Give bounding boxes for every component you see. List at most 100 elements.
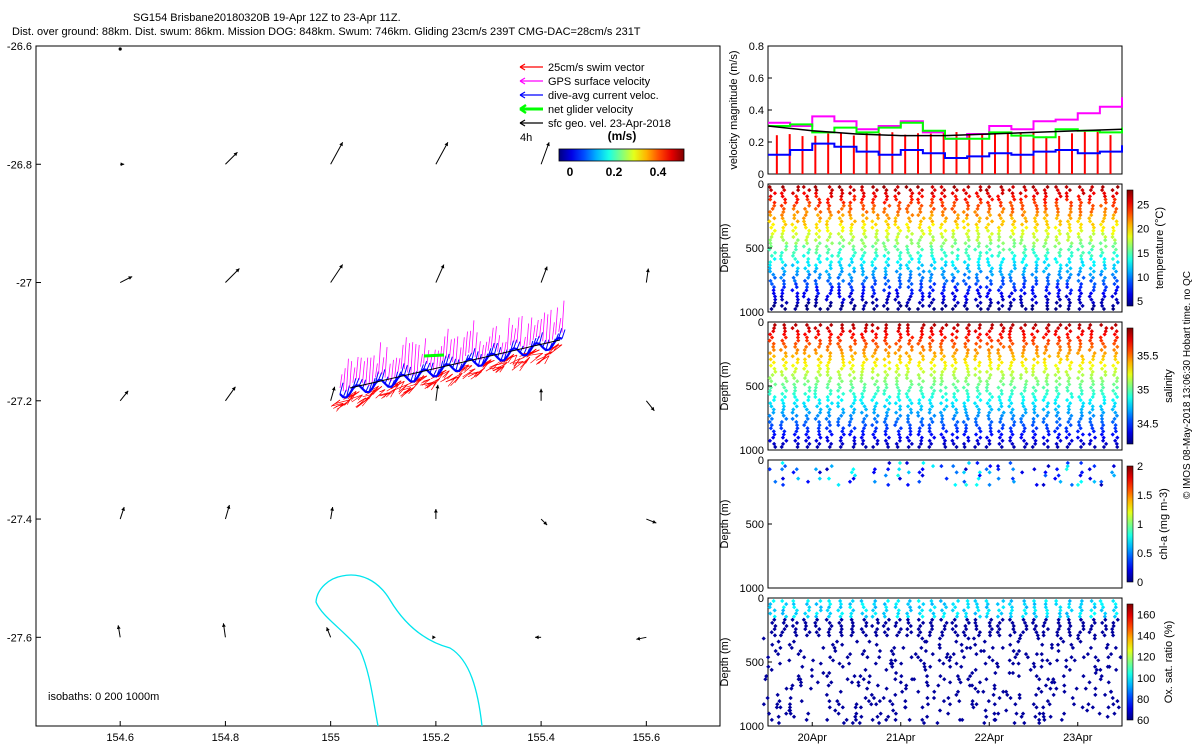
dive-sample-dot bbox=[825, 382, 831, 387]
dive-sample-dot bbox=[780, 231, 785, 237]
dive-sample-dot bbox=[804, 363, 809, 368]
dive-sample-dot bbox=[996, 467, 1001, 472]
dive-sample-dot bbox=[1032, 664, 1037, 669]
dive-sample-dot bbox=[976, 256, 982, 262]
dive-sample-dot bbox=[954, 335, 959, 340]
dive-sample-dot bbox=[1034, 673, 1039, 679]
dive-sample-dot bbox=[774, 705, 779, 710]
dive-sample-dot bbox=[965, 416, 971, 421]
dive-sample-dot bbox=[984, 332, 990, 337]
dive-sample-dot bbox=[1065, 388, 1070, 393]
dive-sample-dot bbox=[778, 633, 784, 638]
dive-sample-dot bbox=[953, 238, 958, 243]
dive-sample-dot bbox=[1034, 705, 1039, 710]
dive-sample-dot bbox=[1001, 326, 1006, 331]
dive-sample-dot bbox=[1062, 683, 1067, 688]
dive-sample-dot bbox=[939, 630, 945, 635]
dive-sample-dot bbox=[768, 332, 773, 337]
dive-sample-dot bbox=[1009, 608, 1015, 613]
dive-sample-dot bbox=[897, 467, 902, 472]
dive-sample-dot bbox=[1031, 435, 1036, 440]
dive-sample-dot bbox=[839, 197, 844, 202]
dive-sample-dot bbox=[904, 184, 909, 190]
dive-sample-dot bbox=[1110, 272, 1115, 277]
swim-vector-arrow bbox=[398, 384, 408, 393]
dive-sample-dot bbox=[796, 184, 801, 190]
dive-sample-dot bbox=[873, 429, 878, 434]
dive-sample-dot bbox=[915, 410, 921, 415]
dive-sample-dot bbox=[964, 645, 969, 651]
dive-sample-dot bbox=[898, 413, 903, 418]
dive-sample-dot bbox=[923, 667, 928, 672]
dive-sample-dot bbox=[1115, 435, 1120, 440]
dive-sample-dot bbox=[1102, 263, 1107, 268]
dive-sample-dot bbox=[886, 263, 891, 268]
dive-sample-dot bbox=[918, 441, 924, 446]
dive-sample-dot bbox=[886, 225, 891, 230]
dive-sample-dot bbox=[1007, 344, 1012, 350]
dive-sample-dot bbox=[957, 698, 962, 704]
dive-sample-dot bbox=[838, 256, 844, 262]
legend-gps-arrowhead-icon bbox=[519, 77, 526, 85]
gps-velocity-arrow bbox=[358, 357, 362, 380]
dive-sample-dot bbox=[908, 238, 914, 243]
dive-sample-dot bbox=[825, 225, 830, 230]
dive-sample-dot bbox=[769, 225, 774, 230]
dive-sample-dot bbox=[1090, 306, 1095, 312]
dive-sample-dot bbox=[860, 272, 865, 277]
dive-sample-dot bbox=[964, 306, 970, 312]
dive-sample-dot bbox=[993, 670, 998, 676]
dive-sample-dot bbox=[962, 401, 967, 406]
dive-sample-dot bbox=[988, 429, 993, 434]
dive-sample-dot bbox=[928, 416, 934, 421]
dive-sample-dot bbox=[941, 614, 946, 619]
dive-sample-dot bbox=[1078, 416, 1083, 421]
dive-sample-dot bbox=[837, 294, 842, 299]
dive-sample-dot bbox=[907, 598, 912, 604]
dive-sample-dot bbox=[861, 284, 866, 290]
dive-sample-dot bbox=[874, 419, 879, 425]
dive-sample-dot bbox=[943, 263, 948, 268]
dive-sample-dot bbox=[836, 422, 841, 428]
dive-sample-dot bbox=[884, 326, 889, 331]
dive-sample-dot bbox=[1043, 617, 1049, 622]
dive-sample-dot bbox=[1039, 652, 1044, 657]
dive-sample-dot bbox=[966, 605, 971, 610]
dive-sample-dot bbox=[1090, 184, 1095, 190]
dive-sample-dot bbox=[782, 322, 787, 328]
dive-sample-dot bbox=[984, 244, 989, 249]
dive-sample-dot bbox=[813, 238, 818, 243]
dive-sample-dot bbox=[930, 652, 935, 657]
dive-sample-dot bbox=[1066, 351, 1072, 356]
dive-sample-dot bbox=[927, 294, 932, 299]
dive-sample-dot bbox=[792, 385, 798, 390]
dive-sample-dot bbox=[770, 642, 775, 647]
dive-sample-dot bbox=[839, 234, 844, 240]
dive-sample-dot bbox=[908, 357, 913, 362]
swim-vector-arrow bbox=[353, 391, 360, 396]
dive-sample-dot bbox=[973, 297, 978, 302]
dive-sample-dot bbox=[920, 294, 925, 299]
dive-sample-dot bbox=[1110, 203, 1116, 208]
dive-sample-dot bbox=[984, 216, 990, 221]
dive-sample-dot bbox=[939, 464, 944, 469]
dive-sample-dot bbox=[939, 266, 945, 271]
dive-sample-dot bbox=[1044, 213, 1049, 218]
dive-sample-dot bbox=[1066, 256, 1072, 262]
dive-sample-dot bbox=[772, 275, 778, 280]
dive-sample-dot bbox=[1010, 369, 1015, 375]
dive-sample-dot bbox=[805, 241, 810, 246]
surface-geostrophic-velocity-field bbox=[116, 47, 657, 641]
dive-sample-dot bbox=[929, 272, 934, 277]
dive-sample-dot bbox=[806, 326, 811, 331]
dive-sample-dot bbox=[817, 397, 822, 403]
dive-sample-dot bbox=[1046, 281, 1051, 287]
dive-sample-dot bbox=[1087, 360, 1093, 365]
dive-sample-dot bbox=[1061, 639, 1066, 644]
dive-sample-dot bbox=[800, 664, 805, 669]
dive-sample-dot bbox=[932, 388, 937, 393]
dive-sample-dot bbox=[955, 216, 960, 221]
dive-sample-dot bbox=[952, 376, 958, 381]
dive-sample-dot bbox=[1115, 284, 1120, 290]
dive-sample-dot bbox=[975, 278, 980, 283]
